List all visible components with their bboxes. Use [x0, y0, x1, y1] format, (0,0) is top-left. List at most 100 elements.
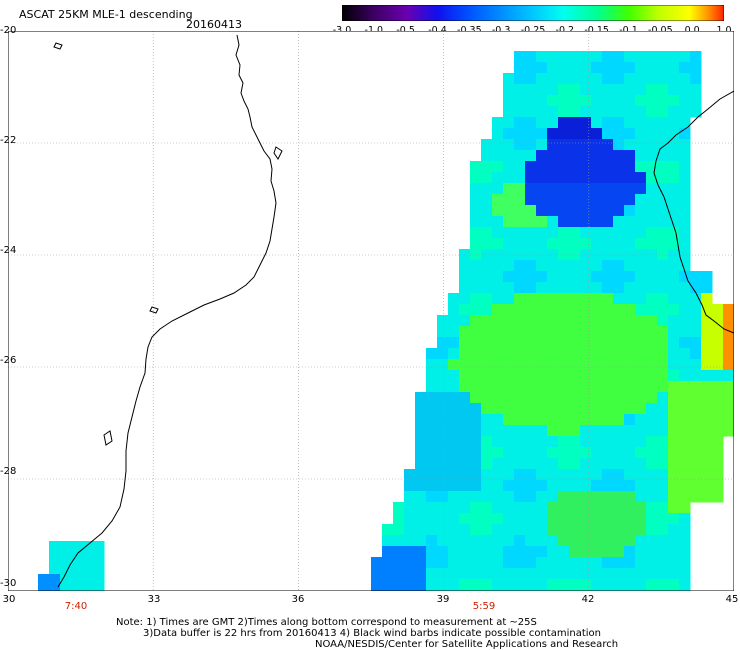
swath-cell — [679, 425, 691, 437]
swath-cell — [679, 370, 691, 382]
swath-cell — [657, 62, 669, 74]
swath-cell — [657, 293, 669, 305]
swath-cell — [547, 403, 559, 415]
swath-cell — [602, 381, 614, 393]
swath-cell — [591, 403, 603, 415]
colorbar — [342, 5, 724, 21]
swath-cell — [448, 480, 460, 492]
swath-cell — [602, 238, 614, 250]
swath-cell — [415, 414, 427, 426]
swath-cell — [657, 216, 669, 228]
swath-cell — [635, 458, 647, 470]
swath-cell — [569, 73, 581, 85]
swath-cell — [558, 117, 570, 129]
swath-cell — [404, 480, 416, 492]
swath-cell — [613, 546, 625, 558]
swath-cell — [602, 150, 614, 162]
swath-cell — [459, 260, 471, 272]
swath-cell — [514, 370, 526, 382]
swath-cell — [624, 271, 636, 283]
swath-cell — [503, 557, 515, 569]
swath-cell — [558, 183, 570, 195]
lon-label-36: 36 — [291, 594, 305, 605]
pass-time-right: 5:59 — [472, 601, 496, 612]
swath-cell — [448, 414, 460, 426]
swath-cell — [470, 359, 482, 371]
swath-cell — [470, 436, 482, 448]
swath-cell — [657, 425, 669, 437]
swath-cell — [514, 84, 526, 96]
swath-cell — [470, 326, 482, 338]
swath-cell — [558, 381, 570, 393]
swath-cell — [591, 502, 603, 514]
swath-cell — [448, 403, 460, 415]
swath-cell — [525, 458, 537, 470]
swath-cell — [679, 480, 691, 492]
swath-cell — [712, 392, 724, 404]
swath-cell — [71, 541, 83, 553]
swath-cell — [690, 480, 702, 492]
swath-cell — [646, 348, 658, 360]
swath-cell — [459, 403, 471, 415]
swath-cell — [668, 491, 680, 503]
swath-cell — [657, 128, 669, 140]
swath-cell — [602, 106, 614, 118]
swath-cell — [60, 552, 72, 564]
swath-cell — [613, 414, 625, 426]
swath-cell — [635, 205, 647, 217]
swath-cell — [514, 348, 526, 360]
swath-cell — [525, 260, 537, 272]
swath-cell — [569, 150, 581, 162]
swath-cell — [536, 370, 548, 382]
swath-cell — [712, 447, 724, 459]
swath-cell — [602, 359, 614, 371]
swath-cell — [426, 491, 438, 503]
swath-cell — [646, 491, 658, 503]
swath-cell — [470, 447, 482, 459]
swath-cell — [470, 579, 482, 591]
swath-cell — [679, 150, 691, 162]
swath-cell — [437, 381, 449, 393]
swath-cell — [437, 458, 449, 470]
swath-cell — [591, 128, 603, 140]
swath-cell — [679, 73, 691, 85]
swath-cell — [723, 403, 734, 415]
swath-cell — [624, 161, 636, 173]
swath-cell — [613, 194, 625, 206]
swath-cell — [668, 403, 680, 415]
swath-cell — [657, 491, 669, 503]
swath-cell — [448, 359, 460, 371]
swath-cell — [514, 150, 526, 162]
swath-cell — [525, 425, 537, 437]
swath-cell — [712, 436, 724, 448]
swath-cell — [613, 447, 625, 459]
swath-cell — [503, 161, 515, 173]
swath-cell — [470, 392, 482, 404]
swath-cell — [547, 502, 559, 514]
swath-cell — [591, 458, 603, 470]
swath-cell — [602, 95, 614, 107]
swath-cell — [624, 359, 636, 371]
swath-cell — [503, 392, 515, 404]
swath-cell — [712, 337, 724, 349]
swath-cell — [547, 524, 559, 536]
swath-cell — [536, 359, 548, 371]
swath-cell — [602, 282, 614, 294]
swath-cell — [93, 541, 105, 553]
lat-label-20: -20 — [0, 25, 17, 36]
swath-cell — [613, 128, 625, 140]
swath-cell — [514, 403, 526, 415]
swath-cell — [525, 238, 537, 250]
swath-cell — [415, 502, 427, 514]
swath-cell — [690, 447, 702, 459]
swath-cell — [448, 425, 460, 437]
swath-cell — [580, 359, 592, 371]
swath-cell — [646, 370, 658, 382]
swath-cell — [558, 579, 570, 591]
swath-cell — [514, 183, 526, 195]
swath-cell — [657, 95, 669, 107]
swath-cell — [459, 513, 471, 525]
swath-cell — [580, 579, 592, 591]
swath-cell — [690, 293, 702, 305]
swath-cell — [481, 293, 493, 305]
